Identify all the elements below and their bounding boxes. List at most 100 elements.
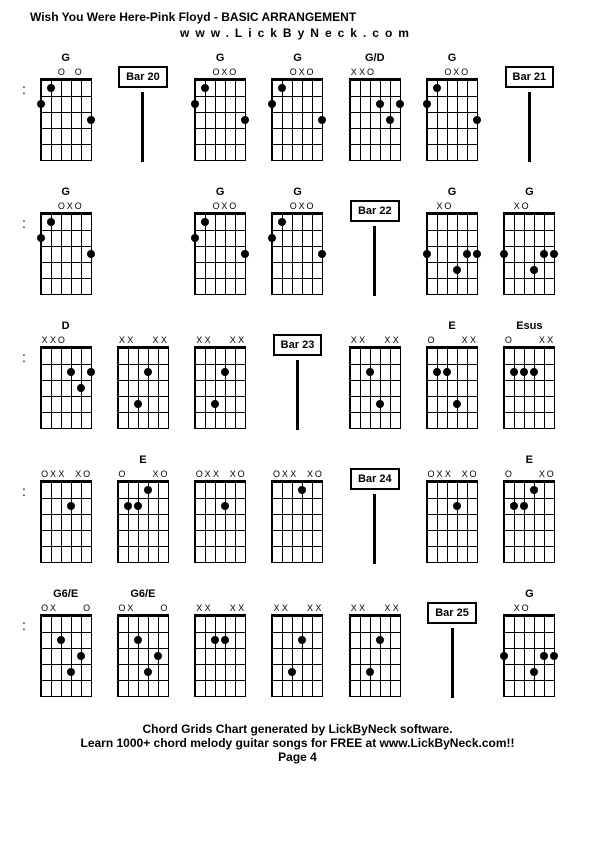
chord-diagram: XXXX [339,588,410,708]
bar-line [141,92,144,162]
chord-name: G [525,588,534,602]
fretboard [503,346,555,429]
fretboard [194,212,246,295]
finger-dot [144,368,152,376]
chord-diagram: XXXX [339,320,410,440]
finger-dot [443,368,451,376]
string-markers: OXX [504,336,554,346]
finger-dot [201,218,209,226]
chart-row: DXXO:XXXXXXXXBar 23XXXXEOXXEsusOXX [30,320,565,440]
bar-marker: Bar 23 [262,320,333,440]
string-markers: XXXX [272,604,322,614]
string-markers: OXO [272,202,322,212]
bar-line [373,494,376,564]
finger-dot [241,116,249,124]
finger-dot [268,100,276,108]
fretboard [40,480,92,563]
fretboard [117,614,169,697]
empty-cell [107,186,178,306]
finger-dot [500,250,508,258]
fretboard [426,480,478,563]
finger-dot [530,486,538,494]
string-markers: OXO [427,68,477,78]
finger-dot [366,668,374,676]
fretboard [503,614,555,697]
finger-dot [134,636,142,644]
fretboard [426,346,478,429]
finger-dot [453,502,461,510]
chord-name: E [448,320,455,334]
string-markers: OXXXO [272,470,322,480]
finger-dot [530,266,538,274]
fretboard [271,212,323,295]
string-markers: OXO [118,604,168,614]
string-markers: OXO [504,470,554,480]
finger-dot [37,234,45,242]
chord-name: G/D [365,52,385,66]
chord-name: G [448,52,457,66]
string-markers: XO [427,202,477,212]
fretboard [271,480,323,563]
finger-dot [87,116,95,124]
finger-dot [510,502,518,510]
string-markers: OO [41,68,91,78]
finger-dot [530,668,538,676]
bar-marker: Bar 24 [339,454,410,574]
chord-chart-container: GOO:Bar 20GOXOGOXOG/DXXOGOXOBar 21GOXO:G… [30,52,565,708]
finger-dot [386,116,394,124]
fretboard [40,78,92,161]
chord-diagram: EOXO [494,454,565,574]
chord-diagram: Esus OXX [494,320,565,440]
chord-name: G [525,186,534,200]
bar-label: Bar 25 [427,602,477,624]
finger-dot [366,368,374,376]
finger-dot [453,400,461,408]
page-title: Wish You Were Here-Pink Floyd - BASIC AR… [30,10,565,24]
string-markers: OXXXO [427,470,477,480]
finger-dot [47,218,55,226]
string-markers: XXO [350,68,400,78]
fretboard [349,346,401,429]
fretboard [503,212,555,295]
fretboard [271,78,323,161]
chord-diagram: XXXX [107,320,178,440]
side-tick-icon: : [22,622,26,628]
chord-diagram: XXXX [262,588,333,708]
finger-dot [376,400,384,408]
finger-dot [211,400,219,408]
bar-label: Bar 22 [350,200,400,222]
string-markers: XXXX [350,336,400,346]
string-markers: OXO [41,202,91,212]
finger-dot [530,368,538,376]
chord-diagram: GOXO [185,52,256,172]
string-markers: OXO [118,470,168,480]
chord-name: G [293,52,302,66]
chord-diagram: EOXO [107,454,178,574]
chord-name: G [293,186,302,200]
finger-dot [318,250,326,258]
bar-line [528,92,531,162]
chord-diagram: DXXO: [30,320,101,440]
finger-dot [191,100,199,108]
finger-dot [278,84,286,92]
bar-label: Bar 24 [350,468,400,490]
finger-dot [453,266,461,274]
chord-diagram: GXO [494,588,565,708]
chord-name: Esus [516,320,542,334]
finger-dot [540,250,548,258]
page-number: Page 4 [30,750,565,764]
finger-dot [191,234,199,242]
fretboard [117,480,169,563]
finger-dot [268,234,276,242]
fretboard [40,614,92,697]
finger-dot [520,502,528,510]
finger-dot [241,250,249,258]
fretboard [426,212,478,295]
finger-dot [134,502,142,510]
finger-dot [67,668,75,676]
fretboard [503,480,555,563]
finger-dot [376,100,384,108]
footer: Chord Grids Chart generated by LickByNec… [30,722,565,764]
chord-diagram: G OXO [262,186,333,306]
bar-line [373,226,376,296]
